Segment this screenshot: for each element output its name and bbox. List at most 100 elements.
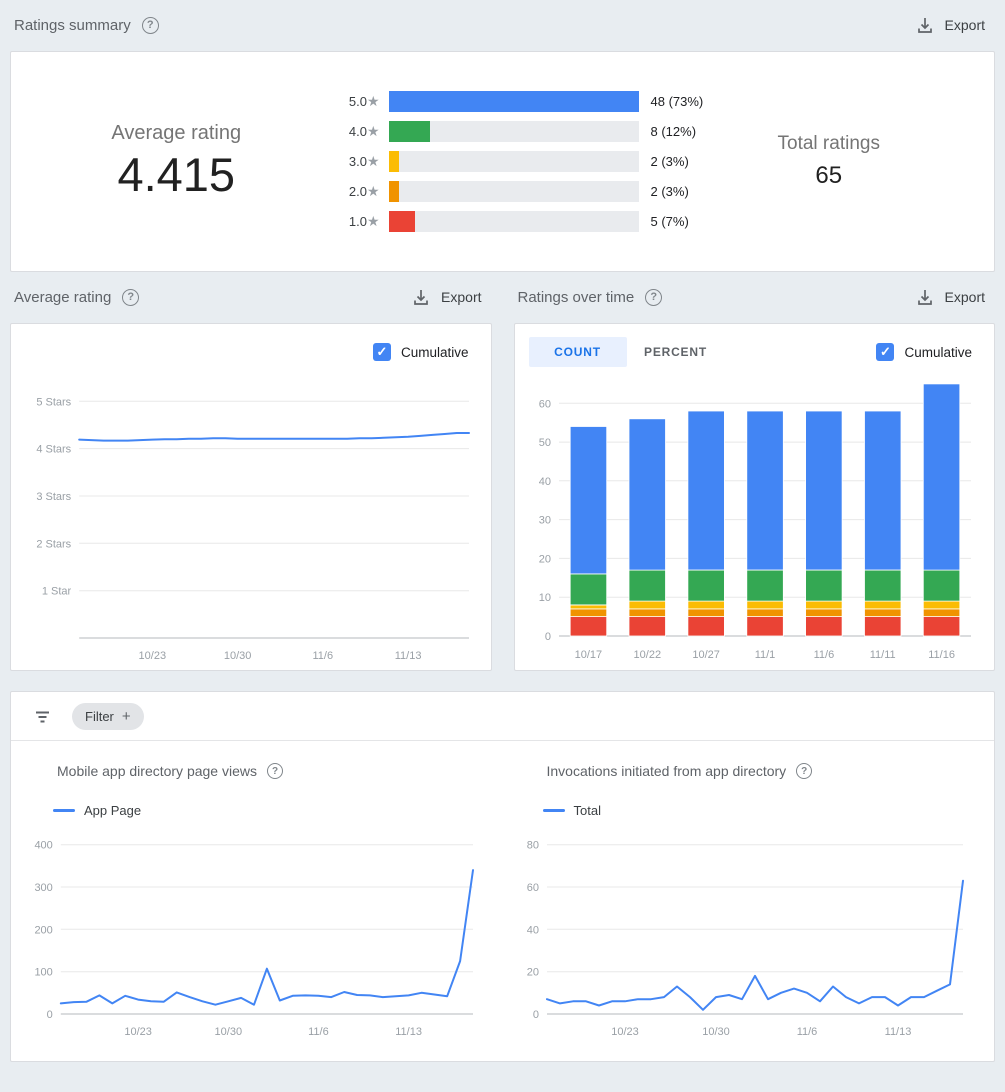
ratings-over-time-card: COUNT PERCENT ✓ Cumulative 0 10 20 30 40 50 60… bbox=[513, 323, 995, 671]
svg-text:10: 10 bbox=[538, 592, 550, 604]
svg-text:10/30: 10/30 bbox=[702, 1026, 730, 1038]
svg-text:40: 40 bbox=[526, 924, 538, 936]
cumulative-checkbox-wrap: ✓ Cumulative bbox=[876, 343, 972, 361]
star-icon: ★ bbox=[366, 183, 380, 199]
cumulative-checkbox-label: Cumulative bbox=[400, 344, 469, 360]
svg-text:10/30: 10/30 bbox=[224, 650, 252, 662]
svg-text:80: 80 bbox=[526, 840, 538, 852]
star-icon: ★ bbox=[366, 153, 380, 169]
histogram-bar bbox=[388, 121, 431, 142]
average-rating-label: Average rating bbox=[111, 122, 242, 145]
help-icon[interactable]: ? bbox=[122, 288, 140, 306]
histogram-bar bbox=[388, 181, 399, 202]
cumulative-checkbox[interactable]: ✓ bbox=[372, 343, 391, 361]
star-icon: ★ bbox=[366, 93, 380, 109]
ratings-summary-header: Ratings summary ? Export bbox=[10, 0, 995, 51]
svg-text:5 Stars: 5 Stars bbox=[36, 396, 71, 408]
svg-text:11/11: 11/11 bbox=[869, 649, 895, 661]
svg-text:3 Stars: 3 Stars bbox=[36, 491, 71, 503]
star-rating-label: 5.0★ bbox=[348, 93, 380, 109]
svg-text:4 Stars: 4 Stars bbox=[36, 444, 71, 456]
filter-chip[interactable]: Filter + bbox=[72, 703, 144, 730]
ratings-over-time-section-header: Ratings over time ? Export bbox=[514, 272, 996, 323]
histogram-bar bbox=[388, 151, 399, 172]
total-ratings-label: Total ratings bbox=[777, 133, 880, 154]
invocations-legend: Total bbox=[542, 803, 979, 818]
average-rating-card: ✓ Cumulative 5 Stars 4 Stars 3 Stars 2 Star… bbox=[10, 323, 492, 671]
help-icon[interactable]: ? bbox=[267, 763, 283, 779]
download-icon bbox=[411, 287, 431, 307]
filter-bar: Filter + bbox=[11, 692, 994, 740]
svg-text:60: 60 bbox=[526, 882, 538, 894]
svg-text:11/6: 11/6 bbox=[813, 649, 834, 661]
svg-text:300: 300 bbox=[34, 882, 52, 894]
filter-list-icon[interactable] bbox=[31, 705, 55, 729]
invocations-chart-block: Invocations initiated from app directory… bbox=[517, 763, 979, 1047]
histogram-track bbox=[388, 121, 639, 142]
download-icon bbox=[915, 287, 935, 307]
histogram-count: 2 (3%) bbox=[650, 154, 689, 169]
average-rating-block: Average rating 4.415 bbox=[11, 122, 342, 201]
page-views-chart-block: Mobile app directory page views ? App Pa… bbox=[27, 763, 489, 1047]
svg-text:40: 40 bbox=[538, 476, 550, 488]
histogram-bar bbox=[388, 91, 639, 112]
page-views-title: Mobile app directory page views bbox=[57, 763, 257, 779]
average-rating-chart: 5 Stars 4 Stars 3 Stars 2 Stars 1 Star 10/23 1… bbox=[36, 396, 470, 662]
help-icon[interactable]: ? bbox=[645, 288, 663, 306]
svg-text:11/1: 11/1 bbox=[754, 649, 775, 661]
download-icon bbox=[915, 15, 935, 35]
export-average-rating-button[interactable]: Export bbox=[405, 283, 487, 311]
histogram-row: 3.0★ 2 (3%) bbox=[342, 151, 689, 172]
histogram-track bbox=[388, 91, 639, 112]
cumulative-checkbox[interactable]: ✓ bbox=[876, 343, 895, 361]
svg-text:30: 30 bbox=[538, 515, 550, 527]
export-label: Export bbox=[944, 289, 985, 305]
legend-label: Total bbox=[573, 803, 601, 818]
invocations-chart: 0 20 40 60 80 10/23 10/30 11/6 11/13 bbox=[526, 840, 964, 1038]
svg-text:400: 400 bbox=[34, 840, 52, 852]
histogram-count: 5 (7%) bbox=[650, 214, 689, 229]
count-percent-tabs: COUNT PERCENT bbox=[528, 337, 725, 367]
export-ratings-over-time-button[interactable]: Export bbox=[909, 283, 991, 311]
average-rating-column: Average rating ? Export ✓ Cumula bbox=[10, 272, 492, 671]
star-rating-label: 1.0★ bbox=[348, 213, 380, 229]
tab-count[interactable]: COUNT bbox=[528, 337, 627, 367]
star-icon: ★ bbox=[366, 213, 380, 229]
histogram-bar bbox=[388, 211, 415, 232]
svg-text:11/13: 11/13 bbox=[395, 650, 422, 662]
svg-text:2 Stars: 2 Stars bbox=[36, 538, 71, 550]
total-ratings-value: 65 bbox=[815, 162, 843, 189]
filter-chip-label: Filter bbox=[85, 709, 114, 724]
total-ratings-block: Total ratings 65 bbox=[664, 133, 995, 190]
ratings-summary-card: Average rating 4.415 5.0★ 48 (73%) 4.0★ 8 (… bbox=[10, 51, 995, 272]
svg-text:11/16: 11/16 bbox=[928, 649, 955, 661]
histogram-track bbox=[388, 181, 639, 202]
legend-line-swatch bbox=[53, 809, 75, 812]
legend-label: App Page bbox=[84, 803, 142, 818]
histogram-row: 5.0★ 48 (73%) bbox=[342, 91, 703, 112]
histogram-row: 1.0★ 5 (7%) bbox=[342, 211, 689, 232]
plus-icon: + bbox=[121, 708, 131, 725]
tab-percent[interactable]: PERCENT bbox=[627, 337, 725, 367]
svg-text:10/23: 10/23 bbox=[611, 1026, 639, 1038]
svg-text:10/17: 10/17 bbox=[574, 649, 602, 661]
export-ratings-summary-button[interactable]: Export bbox=[909, 11, 991, 39]
legend-line-swatch bbox=[542, 809, 565, 812]
svg-text:11/6: 11/6 bbox=[308, 1026, 329, 1038]
cumulative-checkbox-label: Cumulative bbox=[904, 344, 972, 360]
cumulative-checkbox-wrap: ✓ Cumulative bbox=[372, 343, 469, 361]
ratings-summary-title: Ratings summary bbox=[14, 16, 131, 34]
star-rating-label: 2.0★ bbox=[348, 183, 380, 199]
ratings-over-time-column: Ratings over time ? Export COUNT bbox=[513, 272, 996, 671]
histogram-count: 48 (73%) bbox=[650, 94, 704, 109]
svg-text:50: 50 bbox=[538, 437, 550, 449]
svg-text:200: 200 bbox=[34, 924, 52, 936]
ratings-over-time-section-title: Ratings over time bbox=[517, 288, 635, 306]
help-icon[interactable]: ? bbox=[796, 763, 813, 779]
directory-analytics-card: Filter + Mobile app directory page views… bbox=[10, 691, 995, 1062]
help-icon[interactable]: ? bbox=[141, 16, 159, 34]
histogram-count: 2 (3%) bbox=[650, 184, 689, 199]
svg-text:11/13: 11/13 bbox=[395, 1026, 422, 1038]
star-rating-label: 4.0★ bbox=[348, 123, 380, 139]
